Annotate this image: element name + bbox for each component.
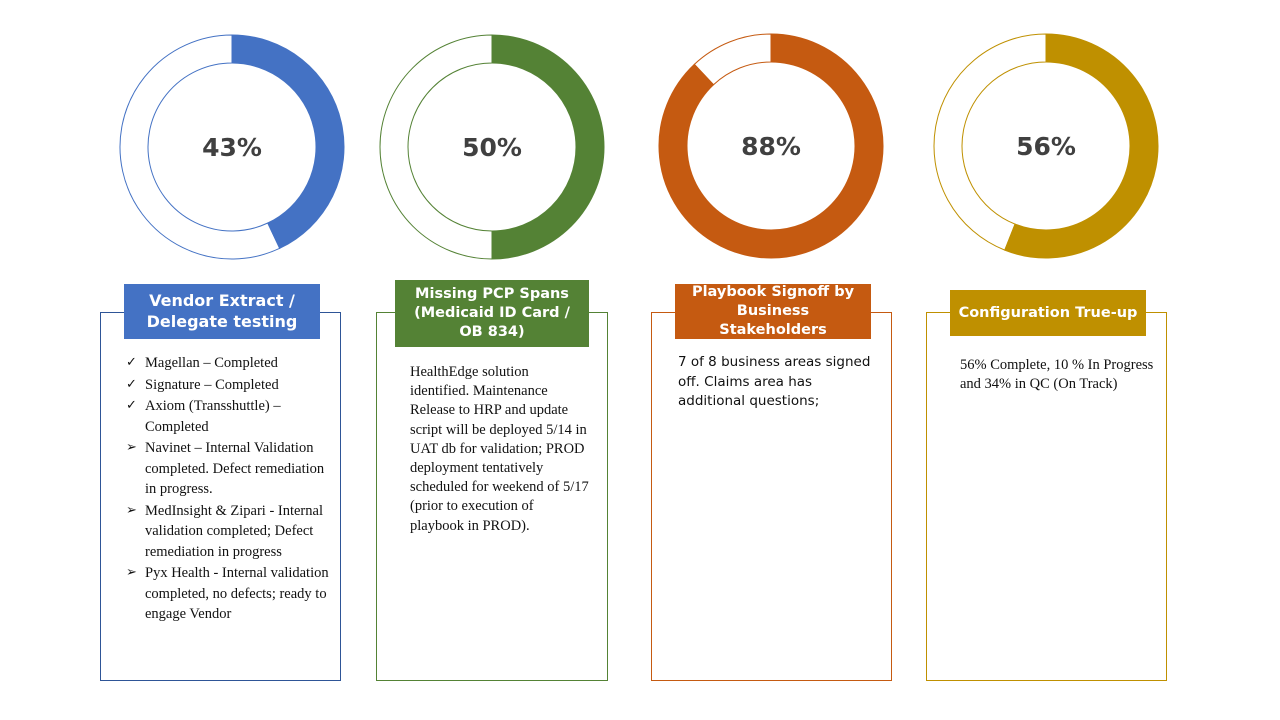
- vendor-list-item: ✓ Axiom (Transshuttle) – Completed: [126, 396, 332, 437]
- donut-svg-0: [119, 34, 345, 260]
- card-missing-pcp: [376, 312, 608, 681]
- card-vendor-extract: [100, 312, 341, 681]
- checkmark-icon: ✓: [126, 376, 137, 392]
- vendor-list-item-text: Navinet – Internal Validation completed.…: [145, 440, 325, 497]
- donut-remaining-segment: [379, 34, 493, 260]
- arrow-bullet-icon: ➢: [126, 502, 137, 518]
- donut-percent-label: 88%: [741, 131, 801, 161]
- donut-value-segment: [491, 34, 605, 260]
- card-body-playbook-signoff: 7 of 8 business areas signed off. Claims…: [678, 354, 871, 409]
- vendor-list-item: ➢ MedInsight & Zipari - Internal validat…: [126, 501, 332, 563]
- vendor-list-item-text: Magellan – Completed: [145, 355, 278, 371]
- card-body-missing-pcp: HealthEdge solution identified. Maintena…: [410, 364, 589, 534]
- card-header-configuration: Configuration True-up: [950, 290, 1146, 336]
- arrow-bullet-icon: ➢: [126, 565, 137, 580]
- card-configuration: [926, 312, 1167, 681]
- donut-percent-label: 43%: [202, 132, 262, 162]
- vendor-list-item-text: Pyx Health - Internal validation complet…: [145, 565, 329, 622]
- card-header-playbook-signoff: Playbook Signoff by Business Stakeholder…: [675, 284, 871, 339]
- vendor-list-item: ✓ Signature – Completed: [126, 375, 332, 396]
- donut-remaining-segment: [933, 33, 1047, 251]
- vendor-list: ✓ Magellan – Completed ✓ Signature – Comple…: [126, 353, 332, 625]
- donut-percent-label: 50%: [462, 132, 522, 162]
- vendor-list-item: ✓ Magellan – Completed: [126, 353, 332, 374]
- donut-value-segment: [658, 33, 884, 259]
- card-header-missing-pcp: Missing PCP Spans (Medicaid ID Card / OB…: [395, 280, 589, 347]
- donut-playbook-signoff: 88%: [656, 31, 886, 261]
- card-body-configuration: 56% Complete, 10 % In Progress and 34% i…: [960, 357, 1154, 392]
- vendor-list-item: ➢ Pyx Health - Internal validation comple…: [126, 563, 332, 625]
- vendor-list-item: ➢ Navinet – Internal Validation completed…: [126, 438, 332, 500]
- vendor-list-item-text: MedInsight & Zipari - Internal validatio…: [145, 502, 323, 560]
- arrow-bullet-icon: ➢: [126, 440, 137, 455]
- donut-remaining-segment: [119, 34, 281, 260]
- card-playbook-signoff: [651, 312, 892, 681]
- donut-value-segment: [231, 34, 345, 250]
- card-header-vendor-extract: Vendor Extract / Delegate testing: [124, 284, 320, 339]
- donut-vendor-extract: 43%: [117, 32, 347, 262]
- donut-configuration: 56%: [931, 31, 1161, 261]
- donut-value-segment: [1004, 33, 1159, 259]
- vendor-list-item-text: Axiom (Transshuttle) – Completed: [145, 398, 281, 435]
- checkmark-icon: ✓: [126, 398, 137, 413]
- donut-svg-3: [933, 33, 1159, 259]
- card-body-vendor-extract: ✓ Magellan – Completed ✓ Signature – Comple…: [126, 353, 332, 626]
- donut-svg-2: [658, 33, 884, 259]
- checkmark-icon: ✓: [126, 355, 137, 370]
- vendor-list-item-text: Signature – Completed: [145, 376, 279, 393]
- donut-svg-1: [379, 34, 605, 260]
- donut-percent-label: 56%: [1016, 131, 1076, 161]
- donut-missing-pcp: 50%: [377, 32, 607, 262]
